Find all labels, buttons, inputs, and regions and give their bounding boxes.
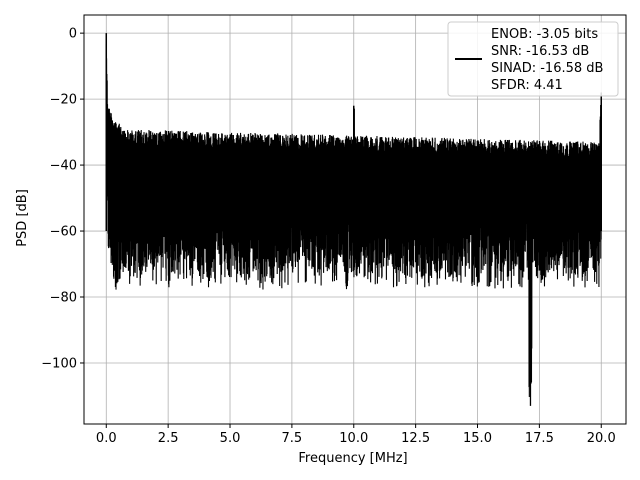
y-tick-label: 0 bbox=[69, 27, 77, 42]
legend-entry-sinad: SINAD: -16.58 dB bbox=[491, 61, 603, 76]
y-axis-ticks: 0 −20 −40 −60 −80 −100 bbox=[41, 27, 84, 371]
legend-box bbox=[447, 21, 619, 97]
x-tick-label: 5.0 bbox=[220, 431, 241, 446]
y-tick-label: −40 bbox=[50, 159, 77, 174]
y-tick-label: −80 bbox=[50, 291, 77, 306]
series-layer bbox=[105, 33, 603, 406]
y-tick-label: −20 bbox=[50, 93, 77, 108]
x-tick-label: 7.5 bbox=[282, 431, 303, 446]
x-tick-label: 2.5 bbox=[158, 431, 179, 446]
y-tick-label: −60 bbox=[50, 225, 77, 240]
y-axis-label: PSD [dB] bbox=[15, 189, 30, 247]
x-tick-label: 12.5 bbox=[401, 431, 430, 446]
x-tick-label: 17.5 bbox=[525, 431, 554, 446]
legend: ENOB: -3.05 bits SNR: -16.53 dB SINAD: -… bbox=[447, 21, 619, 97]
x-tick-label: 15.0 bbox=[463, 431, 492, 446]
x-axis-ticks: 0.0 2.5 5.0 7.5 10.0 12.5 15.0 17.5 20.0 bbox=[96, 424, 616, 446]
x-tick-label: 10.0 bbox=[339, 431, 368, 446]
plot-frame bbox=[83, 14, 627, 425]
x-tick-label: 20.0 bbox=[587, 431, 616, 446]
y-tick-label: −100 bbox=[41, 356, 77, 371]
legend-entry-snr: SNR: -16.53 dB bbox=[491, 44, 589, 59]
x-tick-label: 0.0 bbox=[96, 431, 117, 446]
legend-entry-enob: ENOB: -3.05 bits bbox=[491, 27, 598, 42]
legend-entry-sfdr: SFDR: 4.41 bbox=[491, 78, 563, 93]
x-axis-label: Frequency [MHz] bbox=[298, 451, 407, 466]
